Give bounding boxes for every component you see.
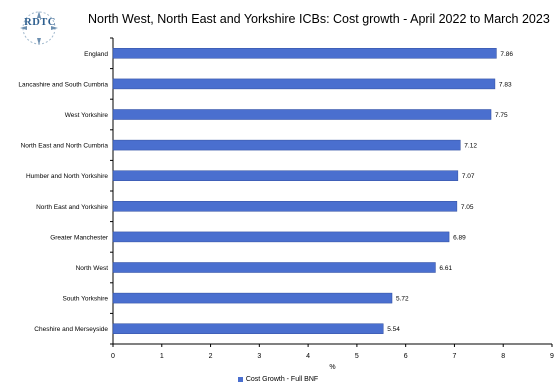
category-label: West Yorkshire [65, 112, 109, 119]
data-label: 7.07 [462, 173, 475, 180]
bar [112, 323, 384, 334]
category-label: Humber and North Yorkshire [26, 173, 108, 180]
x-tick-label: 1 [160, 353, 164, 360]
data-label: 7.05 [461, 204, 474, 211]
bar [112, 201, 458, 212]
logo-text: RDTC [24, 17, 56, 28]
logo-emblem-icon [20, 11, 58, 45]
bar [112, 231, 450, 243]
bar [112, 170, 459, 181]
category-label: England [84, 51, 108, 58]
x-tick-label: 5 [355, 353, 359, 360]
data-label: 6.89 [453, 234, 466, 241]
x-tick-label: 7 [452, 353, 456, 360]
data-label: 6.61 [439, 265, 452, 272]
category-label: North East and Yorkshire [36, 204, 108, 211]
bar [112, 78, 496, 90]
category-label: Lancashire and South Cumbria [18, 81, 108, 88]
x-tick-label: 6 [404, 353, 408, 360]
x-axis-label: % [329, 364, 335, 371]
bar [112, 109, 492, 120]
bar [112, 48, 497, 59]
data-label: 7.12 [464, 143, 477, 150]
x-tick-label: 0 [111, 353, 115, 360]
rdtc-logo [10, 8, 68, 48]
bar [112, 292, 393, 304]
bar [112, 139, 461, 151]
category-label: North West [76, 265, 109, 272]
legend-swatch [237, 376, 243, 382]
x-tick-label: 3 [257, 353, 261, 360]
data-label: 7.75 [495, 112, 508, 119]
legend: Cost Growth - Full BNF [0, 376, 556, 383]
x-tick-label: 4 [306, 353, 310, 360]
x-tick-label: 8 [501, 353, 505, 360]
data-label: 7.83 [499, 81, 512, 88]
x-tick-label: 2 [209, 353, 213, 360]
category-label: Greater Manchester [50, 234, 109, 241]
data-label: 5.54 [387, 326, 400, 333]
x-tick-label: 9 [550, 353, 554, 360]
legend-label: Cost Growth - Full BNF [245, 376, 319, 383]
bar [112, 262, 436, 273]
category-label: South Yorkshire [62, 296, 108, 303]
category-label: North East and North Cumbria [21, 143, 109, 150]
data-label: 7.86 [500, 51, 513, 58]
category-label: Cheshire and Merseyside [34, 326, 108, 333]
chart-title: North West, North East and Yorkshire ICB… [88, 12, 550, 26]
data-label: 5.72 [396, 296, 409, 303]
